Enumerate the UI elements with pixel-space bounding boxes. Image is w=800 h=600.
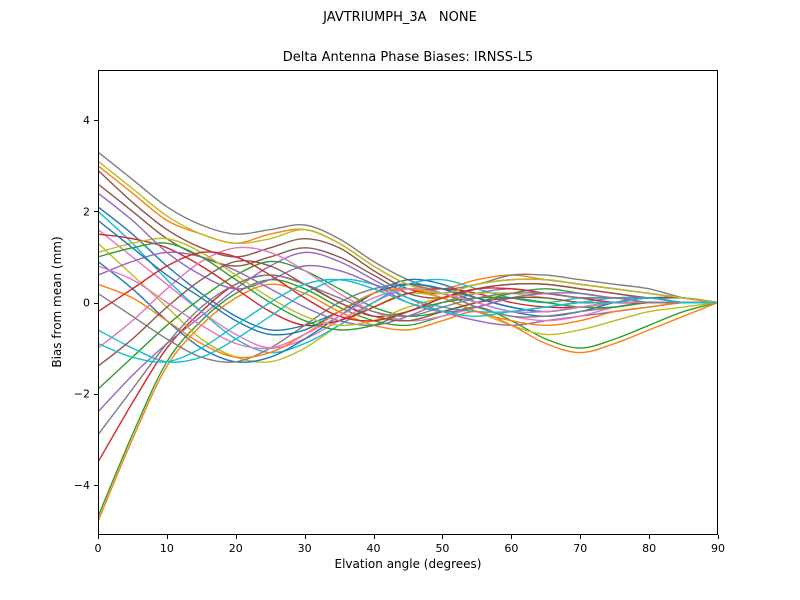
- x-tick-label: 80: [642, 542, 656, 555]
- x-tick-label: 30: [298, 542, 312, 555]
- y-axis-label: Bias from mean (mm): [50, 236, 64, 368]
- axes-spines: [98, 70, 718, 535]
- series-group: [98, 151, 718, 522]
- x-tick-label: 20: [229, 542, 243, 555]
- series-line-line-05: [98, 251, 718, 413]
- axes-title: Delta Antenna Phase Biases: IRNSS-L5: [282, 50, 534, 65]
- y-tick-label: 4: [83, 114, 90, 127]
- x-tick-label: 60: [504, 542, 518, 555]
- series-line-line-06: [98, 169, 718, 304]
- x-tick-label: 40: [367, 542, 381, 555]
- y-tick-label: −4: [74, 479, 90, 492]
- y-tick-label: 2: [83, 205, 90, 218]
- series-line-line-29: [98, 160, 718, 304]
- figure-suptitle: JAVTRIUMPH_3A NONE: [323, 10, 477, 25]
- y-tick-label: −2: [74, 388, 90, 401]
- series-line-line-18: [98, 283, 718, 363]
- x-axis-label: Elvation angle (degrees): [334, 557, 482, 571]
- x-tick-label: 50: [435, 542, 449, 555]
- x-tick-label: 0: [95, 542, 102, 555]
- series-line-line-12: [98, 283, 718, 522]
- series-line-line-03: [98, 278, 718, 518]
- x-tick-label: 10: [160, 542, 174, 555]
- x-tick-label: 90: [711, 542, 725, 555]
- x-tick-label: 70: [573, 542, 587, 555]
- series-line-line-26: [98, 259, 718, 367]
- y-tick-label: 0: [83, 297, 90, 310]
- series-line-line-02: [98, 165, 718, 304]
- series-line-line-28: [98, 274, 718, 436]
- series-line-line-30: [98, 278, 718, 363]
